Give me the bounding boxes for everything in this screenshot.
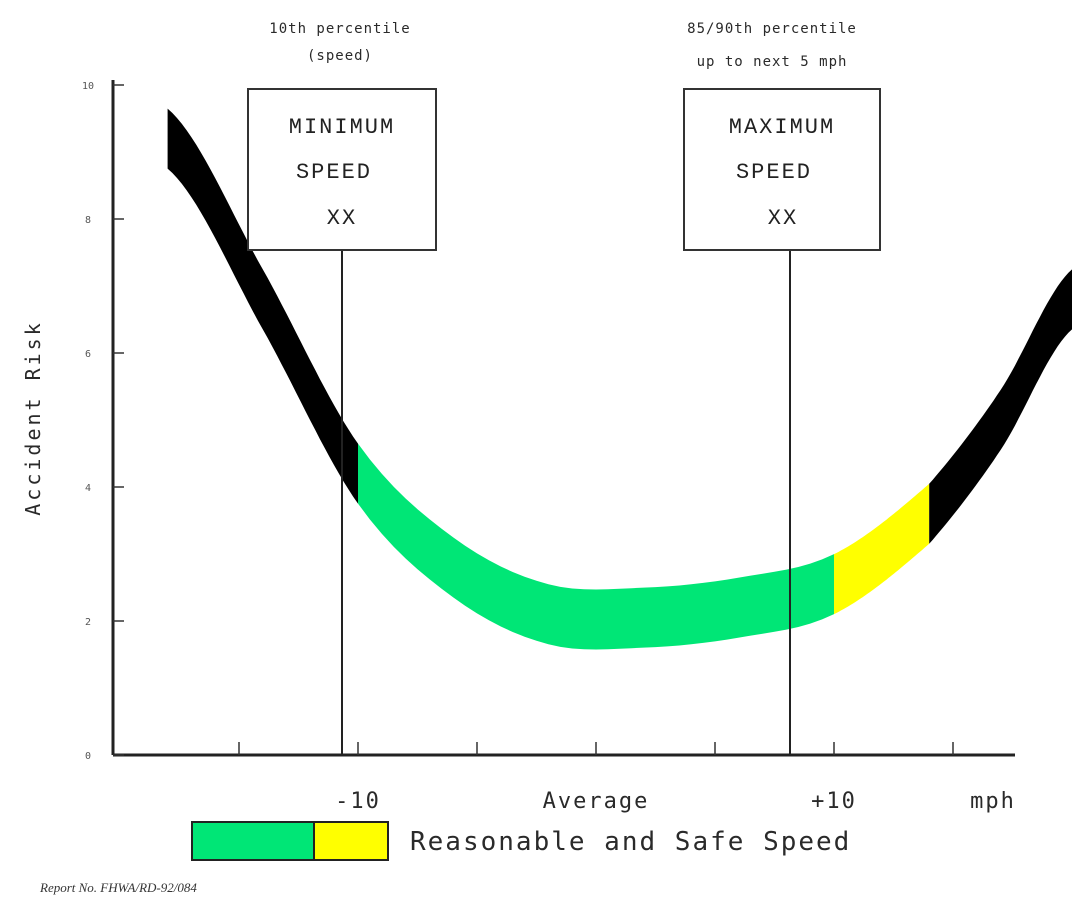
y-tick-label: 10 — [82, 81, 94, 92]
max-sign-line2: SPEED — [736, 160, 812, 185]
min-annotation-line1: 10th percentile — [269, 21, 410, 37]
y-tick-label: 0 — [85, 751, 91, 762]
curve-segment-2 — [834, 483, 930, 615]
y-tick-label: 8 — [85, 215, 91, 226]
y-tick-label: 4 — [85, 483, 91, 494]
x-axis-unit: mph — [970, 789, 1016, 814]
legend-swatch-green — [191, 821, 315, 861]
max-speed-sign: MAXIMUM SPEED XX 85/90th percentile up t… — [683, 21, 881, 251]
max-sign-line1: MAXIMUM — [729, 115, 835, 140]
legend: Reasonable and Safe Speed — [191, 821, 851, 861]
y-tick-label: 6 — [85, 349, 91, 360]
x-tick-label: -10 — [335, 789, 381, 814]
legend-label: Reasonable and Safe Speed — [410, 827, 851, 857]
report-number: Report No. FHWA/RD-92/084 — [39, 880, 197, 895]
min-annotation-line2: (speed) — [307, 48, 373, 64]
max-annotation-line2: up to next 5 mph — [697, 54, 848, 70]
max-annotation-line1: 85/90th percentile — [687, 21, 857, 37]
max-speed-sign-board — [683, 88, 881, 251]
min-sign-line3: XX — [327, 206, 357, 231]
min-sign-line2: SPEED — [296, 160, 372, 185]
min-speed-sign: MINIMUM SPEED XX 10th percentile (speed) — [247, 21, 437, 251]
x-tick-label: +10 — [811, 789, 857, 814]
y-tick-label: 2 — [85, 617, 91, 628]
curve-segment-1 — [358, 443, 834, 650]
x-tick-label: Average — [543, 789, 650, 814]
legend-swatch-yellow — [313, 821, 389, 861]
min-speed-sign-board — [247, 88, 437, 251]
max-sign-line3: XX — [768, 206, 798, 231]
min-sign-line1: MINIMUM — [289, 115, 395, 140]
y-ticks: 10 8 6 4 2 0 — [82, 81, 124, 762]
curve-segment-3 — [929, 269, 1072, 544]
y-axis-label: Accident Risk — [21, 320, 45, 516]
curve-segment-0 — [167, 108, 358, 504]
risk-curve — [167, 108, 1072, 650]
x-ticks: -10 Average +10 — [238, 742, 954, 814]
